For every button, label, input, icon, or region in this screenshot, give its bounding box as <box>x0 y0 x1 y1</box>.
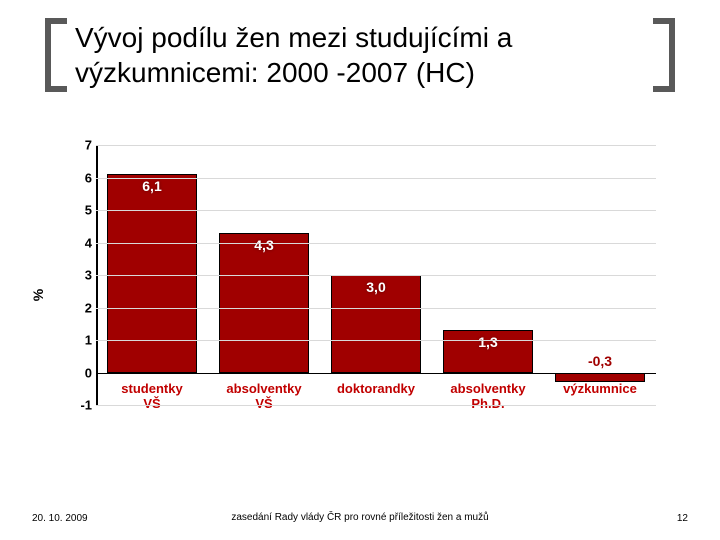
gridline <box>96 275 656 276</box>
y-tick-label: 2 <box>72 300 92 315</box>
footer: 20. 10. 2009 zasedání Rady vlády ČR pro … <box>0 512 720 524</box>
y-tick-label: 6 <box>72 170 92 185</box>
gridline <box>96 210 656 211</box>
y-tick-label: 5 <box>72 203 92 218</box>
page-title: Vývoj podílu žen mezi studujícími a výzk… <box>69 18 651 92</box>
category-label: doktorandky <box>320 381 432 397</box>
gridline <box>96 145 656 146</box>
y-tick-label: -1 <box>72 398 92 413</box>
category-label: absolventkyVŠ <box>208 381 320 412</box>
gridline <box>96 308 656 309</box>
y-tick-label: 0 <box>72 365 92 380</box>
title-bracket-frame: Vývoj podílu žen mezi studujícími a výzk… <box>45 18 675 92</box>
category-label: výzkumnice <box>544 381 656 397</box>
bar-value-label: 6,1 <box>96 178 208 194</box>
footer-page: 12 <box>538 513 688 524</box>
footer-caption: zasedání Rady vlády ČR pro rovné příleži… <box>182 512 538 524</box>
bar <box>107 174 197 372</box>
y-tick-label: 1 <box>72 333 92 348</box>
chart: % 6,1studentkyVŠ4,3absolventkyVŠ3,0dokto… <box>70 145 670 445</box>
y-axis-label: % <box>30 289 46 301</box>
gridline <box>96 178 656 179</box>
plot-area: 6,1studentkyVŠ4,3absolventkyVŠ3,0doktora… <box>96 145 656 405</box>
bar-value-label: -0,3 <box>544 353 656 369</box>
bar <box>219 233 309 373</box>
category-label: absolventkyPh.D. <box>432 381 544 412</box>
category-label: studentkyVŠ <box>96 381 208 412</box>
gridline <box>96 340 656 341</box>
bar-value-label: 1,3 <box>432 334 544 350</box>
y-tick-label: 4 <box>72 235 92 250</box>
y-tick-label: 7 <box>72 138 92 153</box>
gridline <box>96 373 656 375</box>
slide: Vývoj podílu žen mezi studujícími a výzk… <box>0 0 720 540</box>
footer-date: 20. 10. 2009 <box>32 513 182 524</box>
bracket-right-icon <box>651 18 675 92</box>
y-tick-label: 3 <box>72 268 92 283</box>
gridline <box>96 243 656 244</box>
bar-value-label: 4,3 <box>208 237 320 253</box>
bracket-left-icon <box>45 18 69 92</box>
bar-value-label: 3,0 <box>320 279 432 295</box>
gridline <box>96 405 656 406</box>
